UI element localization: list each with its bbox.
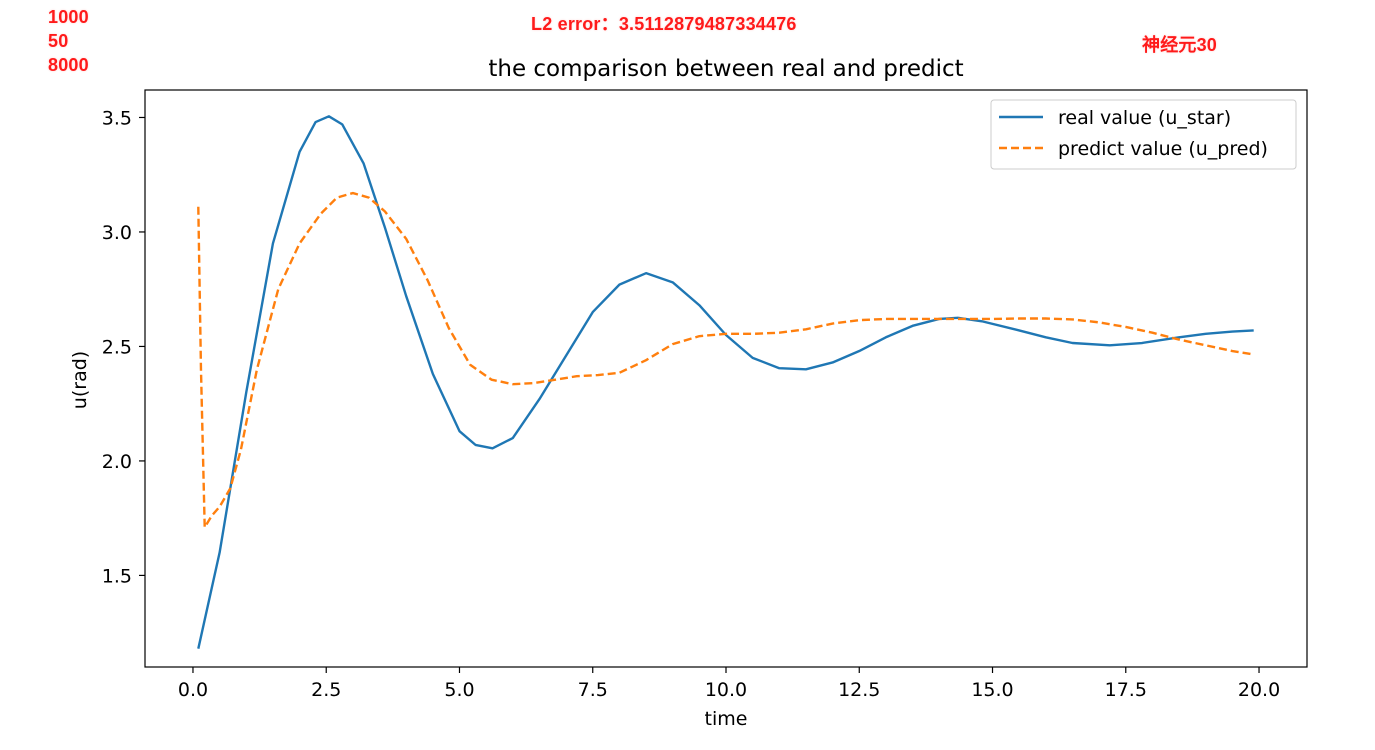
params-annotation: 1000 50 8000 xyxy=(48,5,89,77)
x-tick-label: 12.5 xyxy=(838,679,880,701)
legend: real value (u_star) predict value (u_pre… xyxy=(990,99,1297,170)
x-axis: 0.0 2.5 5.0 7.5 10.0 12.5 15.0 17.5 20.0 xyxy=(178,667,1280,701)
x-tick-label: 20.0 xyxy=(1238,679,1280,701)
param-line-2: 50 xyxy=(48,31,69,51)
y-tick-label: 2.0 xyxy=(102,451,132,473)
x-tick-label: 7.5 xyxy=(578,679,608,701)
chart-title: the comparison between real and predict xyxy=(488,56,963,82)
legend-label-predict: predict value (u_pred) xyxy=(1058,138,1268,160)
l2-error-annotation: L2 error：3.5112879487334476 xyxy=(531,14,797,34)
y-tick-label: 2.5 xyxy=(102,336,132,358)
x-tick-label: 17.5 xyxy=(1105,679,1147,701)
y-axis-label: u(rad) xyxy=(69,351,91,409)
param-line-1: 1000 xyxy=(48,7,89,27)
series-line-predict xyxy=(197,191,1254,529)
x-tick-label: 5.0 xyxy=(444,679,474,701)
y-tick-label: 1.5 xyxy=(102,565,132,587)
y-tick-label: 3.0 xyxy=(102,222,132,244)
neurons-annotation: 神经元30 xyxy=(1142,35,1218,55)
axes-frame xyxy=(144,89,1308,668)
series-line-real xyxy=(197,115,1254,649)
legend-box xyxy=(990,99,1297,170)
plot-area xyxy=(197,115,1254,649)
y-tick-label: 3.5 xyxy=(102,107,132,129)
y-axis: 1.5 2.0 2.5 3.0 3.5 xyxy=(102,107,145,587)
param-line-3: 8000 xyxy=(48,55,89,75)
x-tick-label: 10.0 xyxy=(705,679,747,701)
x-tick-label: 15.0 xyxy=(971,679,1013,701)
x-axis-label: time xyxy=(705,708,748,730)
legend-label-real: real value (u_star) xyxy=(1058,107,1231,129)
x-tick-label: 2.5 xyxy=(311,679,341,701)
x-tick-label: 0.0 xyxy=(178,679,208,701)
